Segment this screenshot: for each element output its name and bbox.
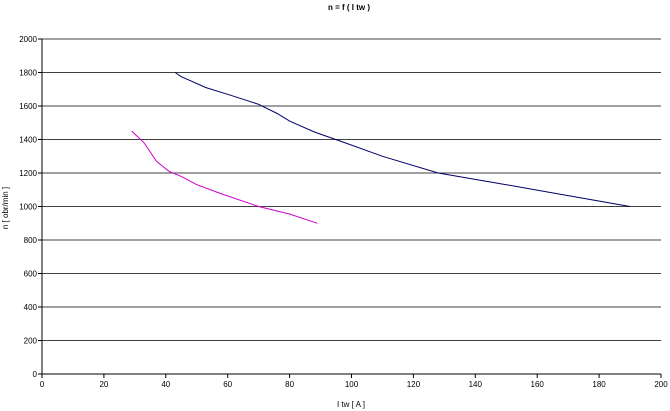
series-line-1 bbox=[174, 72, 631, 207]
x-tick-label-200: 200 bbox=[654, 380, 668, 389]
x-tick-label-40: 40 bbox=[161, 380, 170, 389]
y-tick-label-1400: 1400 bbox=[19, 136, 37, 145]
y-tick-label-200: 200 bbox=[24, 337, 38, 346]
y-tick-label-1200: 1200 bbox=[19, 169, 37, 178]
series-line-2 bbox=[131, 130, 318, 224]
axes bbox=[38, 38, 662, 378]
y-tick-label-400: 400 bbox=[24, 303, 38, 312]
y-tick-label-1000: 1000 bbox=[19, 203, 37, 212]
x-tick-label-20: 20 bbox=[99, 380, 108, 389]
x-tick-label-140: 140 bbox=[469, 380, 483, 389]
x-tick-label-80: 80 bbox=[285, 380, 294, 389]
y-tick-label-1800: 1800 bbox=[19, 69, 37, 78]
y-tick-labels: 0 200 400 600 800 1000 1200 1400 1600 1800 2000 bbox=[19, 35, 37, 379]
x-tick-label-160: 160 bbox=[531, 380, 545, 389]
x-tick-label-0: 0 bbox=[40, 380, 45, 389]
series-group bbox=[131, 72, 631, 224]
y-tick-label-2000: 2000 bbox=[19, 35, 37, 44]
y-tick-label-600: 600 bbox=[24, 270, 38, 279]
y-tick-label-1600: 1600 bbox=[19, 102, 37, 111]
chart-title: n = f ( I tw ) bbox=[328, 3, 370, 12]
x-tick-label-120: 120 bbox=[407, 380, 421, 389]
y-axis-label: n [ obr/min ] bbox=[1, 187, 10, 229]
y-tick-label-0: 0 bbox=[33, 370, 38, 379]
x-axis-label: I tw [ A ] bbox=[337, 400, 365, 409]
gridlines bbox=[42, 38, 661, 341]
x-tick-label-60: 60 bbox=[223, 380, 232, 389]
x-tick-labels: 0 20 40 60 80 100 120 140 160 180 200 bbox=[40, 380, 668, 389]
x-tick-label-100: 100 bbox=[345, 380, 359, 389]
x-tick-label-180: 180 bbox=[592, 380, 606, 389]
y-tick-label-800: 800 bbox=[24, 236, 38, 245]
